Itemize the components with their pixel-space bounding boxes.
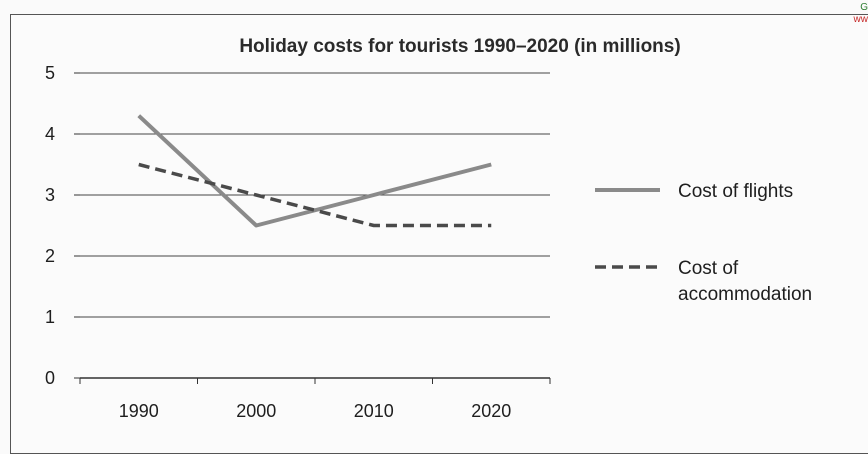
x-tick-label: 1990 (119, 401, 159, 421)
y-tick-label: 4 (45, 124, 55, 144)
y-axis-ticks: 0 1 2 3 4 5 (45, 63, 80, 388)
y-tick-label: 5 (45, 63, 55, 83)
y-tick-label: 0 (45, 368, 55, 388)
legend: Cost of flights Cost of accommodation (595, 181, 812, 305)
x-tick-label: 2000 (236, 401, 276, 421)
chart-title: Holiday costs for tourists 1990–2020 (in… (239, 36, 680, 57)
x-tick-label: 2020 (471, 401, 511, 421)
y-tick-label: 2 (45, 246, 55, 266)
x-axis: 1990 2000 2010 2020 (80, 378, 550, 421)
y-tick-label: 1 (45, 307, 55, 327)
watermark-line-2: ww (852, 14, 868, 26)
series-group (139, 116, 492, 226)
legend-label: Cost of (678, 258, 739, 279)
series-line-0 (139, 116, 492, 226)
legend-label: accommodation (678, 284, 812, 305)
legend-label: Cost of flights (678, 181, 793, 202)
x-tick-label: 2010 (354, 401, 394, 421)
watermark-line-1: G (852, 2, 868, 14)
watermark: G ww (852, 2, 868, 26)
line-chart: Holiday costs for tourists 1990–2020 (in… (0, 0, 868, 433)
y-tick-label: 3 (45, 185, 55, 205)
